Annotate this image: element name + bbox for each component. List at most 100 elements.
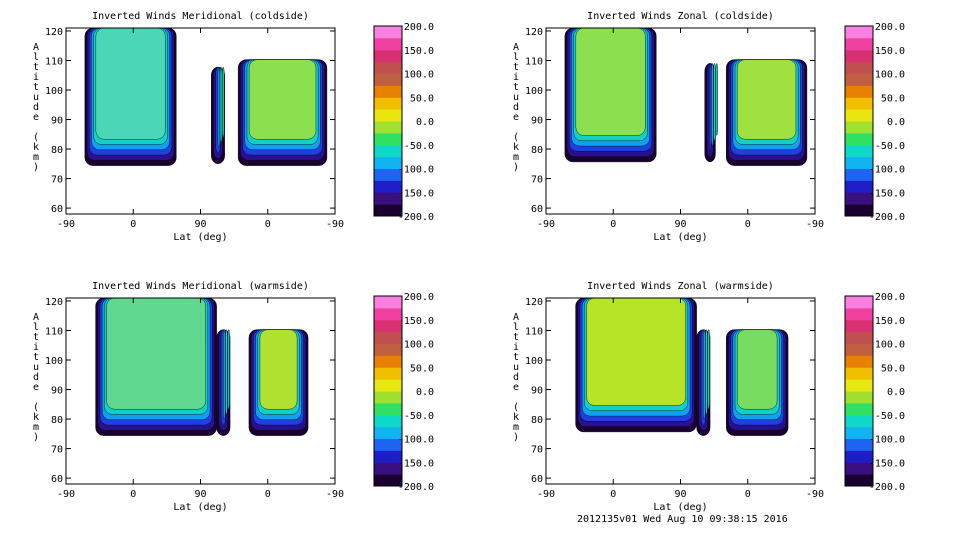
colorbar-swatch [845, 296, 873, 309]
colorbar-swatch [374, 180, 402, 193]
x-axis-label: Lat (deg) [173, 502, 227, 513]
footer-timestamp: 2012135v01 Wed Aug 10 09:38:15 2016 [577, 514, 788, 525]
contour-band [106, 298, 206, 410]
y-tick-label: 60 [51, 474, 63, 485]
y-tick-label: 70 [51, 175, 63, 186]
y-tick-label: 70 [531, 445, 543, 456]
colorbar-swatch [845, 144, 873, 158]
contour-band [222, 66, 225, 138]
colorbar-swatch [374, 426, 402, 439]
x-tick-label: 0 [265, 219, 271, 230]
panel-1: Inverted Winds Meridional (coldside) 60 70… [33, 11, 434, 243]
chart-title: Inverted Winds Meridional (warmside) [92, 281, 309, 292]
panel-2: Inverted Winds Zonal (coldside) 60 70 80 90 1… [513, 11, 905, 243]
y-tick-label: 90 [531, 386, 543, 397]
colorbar-swatch [845, 180, 873, 193]
colorbar-label: -100.0 [869, 435, 905, 446]
colorbar-label: 0.0 [887, 387, 905, 398]
x-axis-label: Lat (deg) [653, 502, 707, 513]
colorbar-swatch [845, 438, 873, 451]
colorbar-swatch [845, 85, 873, 98]
colorbar-swatch [374, 168, 402, 181]
contour-band [223, 329, 226, 420]
y-tick-label: 100 [525, 356, 543, 367]
x-tick-label: 0 [130, 219, 136, 230]
colorbar-swatch [374, 462, 402, 475]
x-tick-label: 0 [130, 489, 136, 500]
colorbar-frame [844, 295, 874, 487]
y-tick-label: 110 [525, 56, 543, 67]
colorbar-label: 200.0 [875, 292, 905, 303]
contour-band [575, 28, 646, 136]
colorbar-swatch [845, 331, 873, 344]
x-tick-label: 0 [610, 489, 616, 500]
colorbar-label: 50.0 [410, 93, 434, 104]
contour-band [586, 298, 686, 406]
colorbar-label: -50.0 [875, 411, 905, 422]
colorbar-swatch [845, 49, 873, 63]
colorbar-swatch [374, 97, 402, 110]
colorbar-frame [373, 295, 403, 487]
contour-band [703, 329, 706, 420]
y-tick-label: 80 [531, 415, 543, 426]
colorbar-label: -200.0 [869, 212, 905, 223]
colorbar-swatch [374, 438, 402, 451]
colorbar-label: -200.0 [869, 482, 905, 493]
colorbar-swatch [374, 402, 402, 416]
contour-field [84, 28, 328, 166]
y-tick-label: 110 [45, 326, 63, 337]
colorbar-label: -100.0 [398, 435, 434, 446]
contour-band [707, 329, 710, 410]
x-tick-label: 90 [194, 219, 206, 230]
contour-band [217, 66, 221, 149]
colorbar-swatch [845, 391, 873, 404]
contour-band [713, 63, 716, 141]
colorbar-swatch [374, 156, 402, 169]
colorbar-swatch [845, 204, 873, 217]
colorbar-label: -200.0 [398, 482, 434, 493]
colorbar-frame [844, 25, 874, 217]
x-tick-label: 90 [674, 219, 686, 230]
colorbar-swatch [845, 402, 873, 416]
x-tick-label: -90 [326, 489, 344, 500]
colorbar-swatch [845, 319, 873, 333]
colorbar-swatch [374, 109, 402, 122]
colorbar: 200.0 150.0 100.0 50.0 0.0 -50.0 -100.0 -150.0 -… [373, 22, 434, 223]
colorbar-label: -200.0 [398, 212, 434, 223]
colorbar-label: 150.0 [404, 46, 434, 57]
colorbar-frame [373, 25, 403, 217]
colorbar-label: 50.0 [881, 93, 905, 104]
colorbar-swatch [374, 144, 402, 158]
colorbar-swatch [845, 307, 873, 321]
y-tick-label: 120 [45, 297, 63, 308]
colorbar-swatch [845, 132, 873, 146]
contour-band [259, 329, 298, 410]
contour-band [705, 329, 708, 415]
contour-band [715, 63, 718, 136]
colorbar-label: 100.0 [875, 70, 905, 81]
y-tick-label: 60 [531, 204, 543, 215]
colorbar-swatch [374, 367, 402, 380]
contour-band [248, 59, 317, 140]
x-tick-label: 0 [265, 489, 271, 500]
y-tick-label: 100 [45, 86, 63, 97]
colorbar-label: 150.0 [404, 316, 434, 327]
colorbar-swatch [374, 474, 402, 487]
colorbar: 200.0 150.0 100.0 50.0 0.0 -50.0 -100.0 -150.0 -… [844, 22, 905, 223]
colorbar-swatch [374, 61, 402, 74]
contour-band [225, 329, 228, 415]
colorbar-label: -150.0 [398, 458, 434, 469]
colorbar-label: -50.0 [875, 141, 905, 152]
y-tick-label: 110 [45, 56, 63, 67]
colorbar-label: -150.0 [869, 188, 905, 199]
colorbar-swatch [374, 379, 402, 392]
colorbar-swatch [374, 192, 402, 205]
y-tick-label: 100 [45, 356, 63, 367]
colorbar-swatch [845, 97, 873, 110]
colorbar-label: 200.0 [404, 22, 434, 33]
colorbar-swatch [845, 168, 873, 181]
contour-band [737, 59, 797, 140]
contour-field [95, 298, 309, 436]
